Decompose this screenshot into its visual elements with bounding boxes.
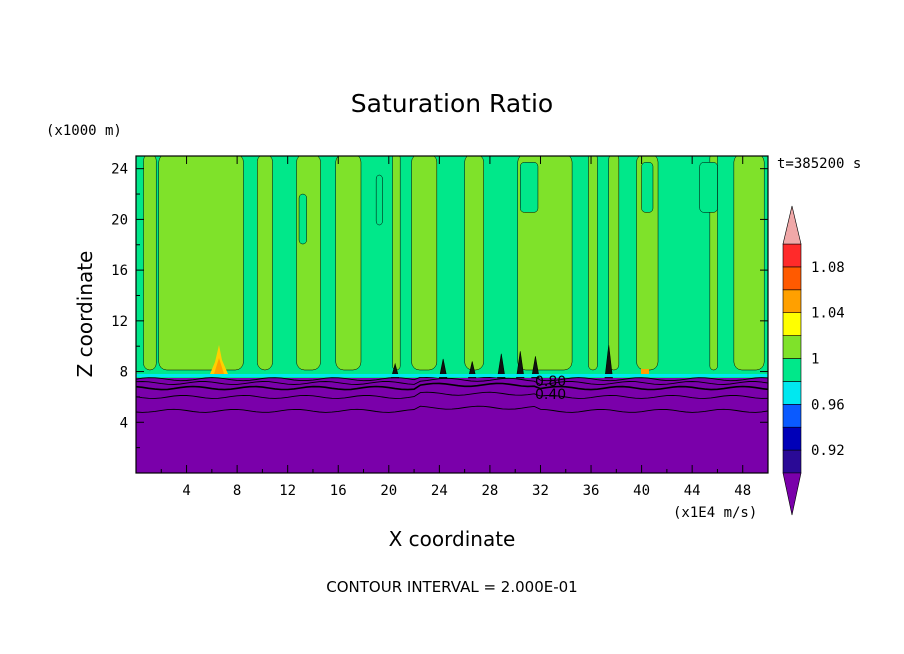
x-tick-label: 44 [684, 483, 701, 499]
plot-frame [135, 155, 769, 474]
x-axis-title: X coordinate [389, 527, 516, 551]
y-tick-label: 12 [111, 314, 128, 330]
colorbar-label: 1.08 [811, 260, 845, 276]
y-tick-label: 20 [111, 212, 128, 228]
y-tick-label: 4 [120, 415, 128, 431]
plot-area [136, 156, 768, 473]
colorbar-label: 1.04 [811, 306, 845, 322]
yellowgreen-band [411, 156, 438, 371]
yellowgreen-band [733, 156, 765, 371]
green-pocket [520, 162, 539, 213]
boundary-band [136, 374, 768, 377]
contour-line [136, 391, 768, 399]
colorbar-label: 1 [811, 352, 819, 368]
yellowgreen-strips [143, 156, 765, 371]
colorbar-swatch [782, 426, 802, 451]
boundary-spike [516, 351, 525, 379]
colorbar-swatch [782, 243, 802, 268]
y-axis: 4 8 12 16 20 24 [111, 162, 768, 449]
boundary-spike [604, 344, 613, 379]
yellowgreen-band [158, 156, 244, 371]
colorbar-under-arrow [782, 472, 802, 516]
x-tick-label: 28 [481, 483, 498, 499]
colorbar-swatch [782, 449, 802, 474]
colorbar-swatch [782, 266, 802, 291]
boundary-spike [468, 361, 477, 379]
green-pocket [641, 162, 654, 213]
contour-label-080: 0.80 [535, 374, 566, 390]
y-units-label: (x1000 m) [46, 123, 122, 139]
yellowgreen-band [608, 156, 620, 371]
green-pocket [699, 162, 718, 213]
x-tick-label: 48 [734, 483, 751, 499]
x-tick-label: 20 [380, 483, 397, 499]
x-tick-label: 12 [279, 483, 296, 499]
yellowgreen-band [588, 156, 598, 371]
y-axis-title: Z coordinate [73, 251, 97, 378]
yellowgreen-band [464, 156, 484, 371]
contour-line [136, 405, 768, 413]
colorbar-swatch [782, 358, 802, 382]
colorbar-label: 0.92 [811, 443, 845, 459]
y-tick-label: 24 [111, 162, 128, 178]
yellowgreen-band [143, 156, 157, 371]
yellowgreen-band [392, 156, 401, 371]
time-label: t=385200 s [777, 156, 861, 172]
x-units-label: (x1E4 m/s) [673, 505, 757, 521]
colorbar-label: 0.96 [811, 397, 845, 413]
spike-small-right [641, 369, 649, 375]
green-pocket [298, 193, 307, 245]
x-tick-label: 4 [182, 483, 190, 499]
yellowgreen-band [257, 156, 273, 371]
x-tick-label: 36 [583, 483, 600, 499]
x-tick-label: 40 [633, 483, 650, 499]
yellowgreen-band [335, 156, 362, 371]
boundary-spike [438, 358, 448, 379]
green-pocket [375, 174, 383, 226]
chart-title: Saturation Ratio [351, 89, 553, 118]
colorbar: 1.08 1.04 1 0.96 0.92 [782, 205, 845, 516]
supersaturation-spike-core [214, 358, 224, 374]
colorbar-swatch [782, 335, 802, 359]
x-tick-label: 24 [431, 483, 448, 499]
x-tick-label: 32 [532, 483, 549, 499]
contour-label-040: 0.40 [535, 387, 566, 403]
x-tick-label: 8 [233, 483, 241, 499]
y-tick-label: 8 [120, 365, 128, 381]
colorbar-over-arrow [782, 205, 802, 245]
colorbar-swatch [782, 403, 802, 428]
boundary-spike [531, 356, 540, 379]
x-tick-label: 16 [330, 483, 347, 499]
contour-line [136, 382, 768, 391]
yellowgreen-band [296, 156, 321, 371]
colorbar-swatch [782, 312, 802, 336]
contour-interval-footer: CONTOUR INTERVAL = 2.000E-01 [326, 578, 577, 596]
boundary-spike [497, 353, 506, 379]
contour-lines [136, 344, 768, 413]
colorbar-swatch [782, 289, 802, 313]
contour-line [136, 377, 768, 385]
x-axis: 4 8 12 16 20 24 28 32 36 40 44 48 [160, 156, 751, 499]
colorbar-swatch [782, 381, 802, 405]
y-tick-label: 16 [111, 263, 128, 279]
